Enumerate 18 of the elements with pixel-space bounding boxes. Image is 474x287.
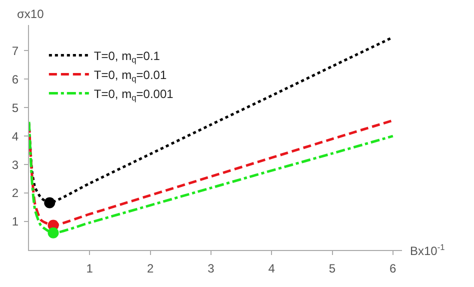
y-tick-label: 3 [12, 158, 19, 172]
x-tick-label: 2 [146, 261, 154, 276]
y-axis-title: σx10 [17, 7, 44, 21]
legend-label: T=0, m$_{q}$=0.01 [94, 68, 167, 84]
legend-label: T=0, m$_{q}$=0.1 [94, 48, 160, 64]
y-tick-label: 2 [12, 186, 19, 200]
y-tick-label: 4 [12, 129, 19, 144]
x-axis-title: Bx10$^{-1}$ [410, 242, 446, 258]
y-tick-label: 7 [12, 44, 19, 58]
y-tick-label: 5 [12, 100, 19, 115]
x-tick-label: 3 [208, 261, 215, 276]
x-tick-label: 1 [86, 261, 94, 276]
x-tick-label: 6 [390, 261, 397, 276]
legend-label: T=0, m$_{q}$=0.001 [94, 86, 174, 102]
y-tick-label: 6 [12, 72, 19, 86]
y-tick-label: 1 [12, 214, 19, 229]
x-tick-label: 5 [328, 261, 336, 276]
x-tick-label: 4 [268, 261, 276, 276]
